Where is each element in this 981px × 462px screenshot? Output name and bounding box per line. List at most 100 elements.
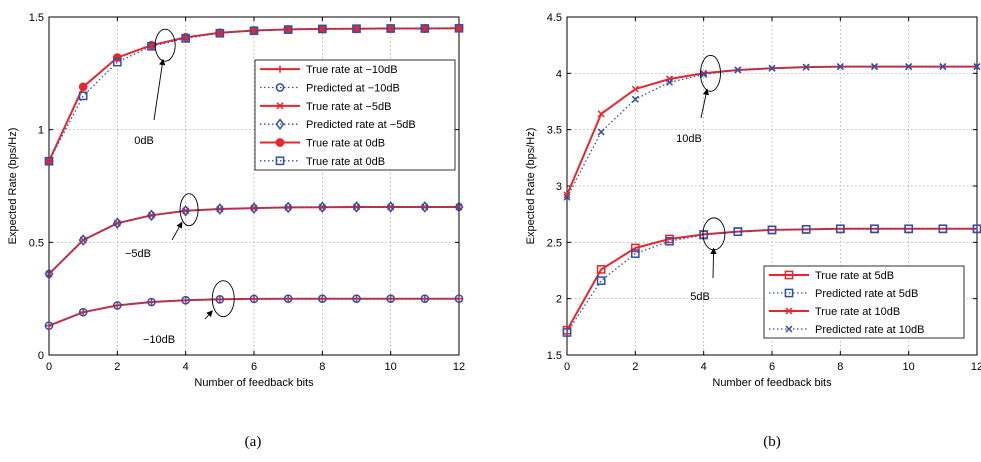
data-point [44, 156, 54, 166]
annotation-arrow [171, 221, 183, 241]
legend-label: True rate at 0dB [306, 156, 385, 168]
x-axis-label: Number of feedback bits [194, 377, 314, 389]
annotation: 5dB [690, 217, 726, 303]
data-point [112, 217, 122, 229]
legend-marker [784, 270, 794, 280]
data-point [352, 24, 361, 34]
annotation: −5dB [125, 193, 199, 260]
series-4 [44, 201, 464, 280]
data-point [904, 224, 914, 234]
data-point [630, 243, 640, 253]
annotation-label: 5dB [690, 291, 710, 303]
legend-marker [785, 307, 793, 315]
data-point [734, 66, 742, 74]
data-point [938, 224, 948, 234]
annotation-label: −10dB [143, 334, 175, 346]
data-point [44, 321, 54, 331]
series-6 [44, 23, 464, 166]
y-tick-label: 3.5 [547, 125, 562, 137]
annotation-ellipse [211, 280, 235, 318]
data-point [420, 24, 430, 33]
data-point [112, 57, 122, 67]
x-tick-label: 8 [837, 361, 843, 373]
series-line [48, 27, 460, 162]
data-point [146, 209, 157, 222]
data-point [44, 268, 54, 280]
x-axis-label: Number of feedback bits [712, 377, 832, 389]
data-point [563, 193, 571, 201]
data-point [78, 82, 88, 92]
x-tick-label: 10 [903, 361, 915, 373]
data-point [905, 63, 913, 71]
series-line [48, 206, 459, 275]
legend-marker [785, 325, 793, 333]
data-point [768, 64, 776, 72]
data-point [317, 201, 327, 213]
x-tick-label: 12 [453, 361, 465, 373]
legend-marker [784, 288, 794, 298]
y-tick-label: 3 [556, 181, 562, 193]
series-line [566, 228, 977, 333]
data-point [973, 63, 981, 71]
data-point [181, 295, 191, 305]
legend-label: Predicted rate at −5dB [306, 119, 416, 131]
data-point [700, 70, 708, 78]
data-point [78, 307, 88, 317]
chart-caption: (a) [245, 434, 262, 450]
legend-marker [275, 156, 285, 166]
data-point [597, 110, 605, 118]
data-point [181, 34, 191, 43]
data-point [112, 301, 122, 310]
data-point [215, 294, 225, 304]
annotation-label: −5dB [125, 248, 151, 260]
annotation-label: 10dB [676, 133, 702, 145]
annotation: 10dB [676, 54, 721, 145]
annotation: 0dB [134, 28, 176, 147]
data-point [386, 24, 396, 33]
legend-marker [275, 138, 285, 147]
annotation-arrow [700, 88, 710, 119]
annotation-arrow [710, 247, 717, 279]
x-tick-label: 0 [564, 361, 570, 373]
data-point [283, 201, 293, 214]
data-point [386, 201, 396, 213]
y-tick-label: 2 [556, 294, 562, 306]
legend-marker [275, 83, 285, 92]
legend: True rate at −10dB Predicted at −10dB True… [254, 59, 456, 171]
annotation-arrow [204, 310, 213, 320]
legend-marker [276, 102, 284, 110]
y-tick-label: 1.5 [547, 350, 562, 362]
data-point [767, 225, 777, 235]
x-tick-label: 2 [114, 361, 120, 373]
x-tick-label: 6 [769, 361, 775, 373]
x-tick-label: 4 [701, 361, 707, 373]
chart-b: 0 2 4 6 8 10 12 1.5 2 2.5 3 3.5 4 4.5 Number of feedba… [525, 12, 981, 450]
legend-label: True rate at 10dB [815, 306, 900, 318]
data-point [78, 91, 88, 101]
data-point [283, 25, 293, 34]
data-point [147, 297, 156, 307]
x-tick-label: 2 [632, 361, 638, 373]
data-point [283, 294, 293, 304]
data-point [454, 23, 464, 33]
data-point [420, 201, 430, 213]
data-point [870, 224, 879, 234]
data-point [454, 23, 464, 33]
y-tick-label: 4 [556, 68, 562, 80]
data-point [44, 156, 54, 166]
annotation-arrow [153, 58, 166, 121]
data-point [215, 203, 225, 215]
annotation-ellipse [154, 28, 176, 62]
data-point [249, 294, 259, 304]
series-line [48, 298, 459, 327]
y-tick-label: 1 [38, 125, 44, 137]
y-tick-label: 0 [38, 350, 44, 362]
data-point [249, 202, 259, 214]
legend: True rate at 5dB Predicted rate at 5dB Tru… [763, 265, 965, 339]
data-point [836, 63, 844, 71]
y-tick-label: 1.5 [29, 12, 44, 24]
legend-marker [276, 65, 284, 73]
y-tick-label: 2.5 [547, 237, 562, 249]
data-point [631, 85, 639, 93]
legend-label: True rate at −10dB [306, 64, 398, 76]
